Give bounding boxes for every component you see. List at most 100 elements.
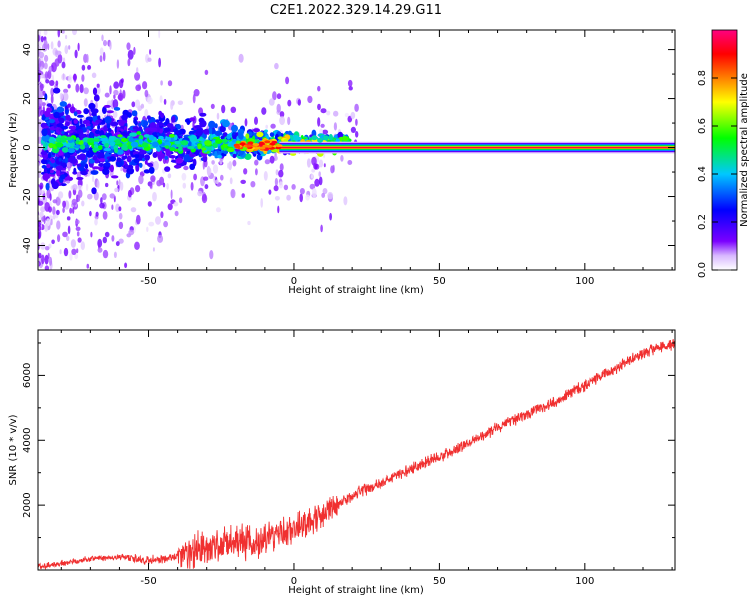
spectrogram-band-blob [220, 135, 225, 140]
spectrogram-core-blob [227, 147, 235, 153]
spectrogram-noise-blob [340, 155, 344, 162]
spectrogram-noise-blob [163, 220, 169, 228]
x-tick-label: 50 [433, 276, 446, 287]
spectrogram-noise-blob [201, 193, 208, 204]
spectrogram-band-blob [56, 169, 61, 177]
spectrogram-noise-blob [193, 89, 200, 97]
x-tick-label: 0 [291, 276, 297, 287]
spectrogram-band-blob [77, 149, 82, 153]
colorbar-tick-label: 0.8 [697, 70, 708, 86]
spectrogram-noise-blob [61, 61, 66, 69]
spectrogram-noise-blob [38, 86, 41, 95]
spectrogram-band-blob [42, 173, 50, 180]
spectrogram-core-blob [138, 134, 144, 141]
spectrogram-core-blob [79, 144, 85, 150]
spectrogram-noise-blob [70, 239, 76, 248]
spectrogram-band-blob [139, 149, 146, 155]
spectrogram-band-blob [46, 107, 52, 113]
spectrogram-noise-blob [299, 193, 304, 203]
spectrogram-band-blob [40, 151, 47, 156]
spectrogram-peak-blob [271, 140, 278, 144]
spectrogram-band-blob [144, 159, 148, 165]
y-tick-label: 6000 [22, 363, 33, 388]
spectrogram-band-blob [103, 125, 108, 132]
spectrogram-noise-blob [254, 159, 259, 166]
spectrogram-noise-blob [130, 207, 137, 213]
spectrogram-peak-blob [239, 142, 246, 146]
spectrogram-noise-blob [140, 103, 145, 109]
spectrogram-noise-blob [86, 263, 90, 269]
spectrogram-band-blob [142, 157, 146, 162]
spectrogram-noise-blob [278, 169, 284, 178]
y-tick-label: 0 [22, 144, 33, 150]
spectrogram-core-blob [156, 146, 161, 152]
spectrogram-noise-blob [48, 65, 53, 73]
colorbar-tick-label: 0.6 [697, 118, 708, 134]
spectrogram-core-blob [121, 146, 128, 151]
spectrogram-band-blob [194, 125, 202, 129]
spectrogram-band-blob [63, 131, 69, 137]
spectrogram-band-blob [143, 169, 151, 174]
spectrogram-noise-blob [83, 98, 88, 107]
spectrogram-band-blob [41, 159, 48, 165]
spectrogram-noise-blob [343, 196, 348, 206]
spectrogram-noise-blob [274, 196, 280, 201]
spectrogram-noise-blob [160, 211, 164, 219]
snr-series-line [38, 338, 675, 570]
spectrogram-noise-blob [147, 96, 153, 105]
spectrogram-noise-blob [283, 184, 289, 191]
spectrogram-core-blob [169, 147, 176, 152]
spectrogram-band-blob [46, 103, 53, 107]
spectrogram-band-blob [116, 157, 122, 163]
spectrogram-noise-blob [131, 101, 136, 108]
spectrogram-band-blob [121, 155, 127, 160]
spectrogram-noise-blob [87, 193, 93, 200]
spectrogram-band-blob [55, 165, 64, 171]
spectrogram-band-blob [84, 144, 90, 149]
spectrogram-core-blob [180, 140, 189, 146]
spectrogram-noise-blob [38, 34, 41, 42]
x-tick-label: 100 [575, 576, 594, 587]
spectrogram-band-blob [91, 187, 97, 195]
spectrogram-noise-blob [144, 109, 149, 118]
snr-panel: -50 0 50 100 2000 4000 6000 Height of straigh… [8, 329, 676, 596]
spectrogram-band-blob [90, 170, 99, 175]
spectrogram-noise-blob [216, 112, 220, 120]
spectrogram-noise-blob [134, 99, 141, 109]
spectrogram-noise-blob [317, 103, 321, 111]
spectrogram-noise-blob [147, 201, 152, 207]
spectrogram-band-blob [41, 128, 48, 137]
colorbar-tick-label: 0.4 [697, 166, 708, 182]
spectrogram-band-blob [57, 150, 64, 156]
x-tick-label: 0 [291, 576, 297, 587]
spectrogram-noise-blob [64, 45, 69, 55]
spectrogram-noise-blob [49, 193, 52, 201]
spectrogram-core-blob [108, 136, 115, 142]
spectrogram-band-blob [147, 162, 154, 168]
spectrogram-noise-blob [71, 198, 78, 206]
spectrogram-band-blob [208, 127, 213, 135]
spectrogram-noise-blob [69, 253, 73, 261]
spectrogram-noise-blob [55, 196, 61, 206]
spectrogram-noise-blob [135, 185, 141, 193]
x-tick-label: -50 [140, 576, 156, 587]
spectrogram-band-blob [221, 119, 230, 128]
spectrogram-band-blob [232, 153, 237, 159]
spectrogram-noise-blob [276, 103, 281, 113]
spectrogram-noise-blob [38, 186, 41, 197]
spectrogram-noise-blob [167, 173, 172, 179]
spectrogram-noise-blob [320, 123, 325, 128]
spectrogram-band-blob [88, 102, 96, 110]
spectrogram-noise-blob [116, 59, 120, 69]
spectrogram-noise-blob [146, 226, 149, 232]
y-tick-label: 4000 [22, 428, 33, 453]
spectrogram-band-blob [78, 133, 86, 139]
spectrogram-band-blob [133, 157, 140, 164]
spectrogram-core-blob [138, 138, 143, 145]
spectrogram-core-blob [48, 137, 55, 144]
spectrogram-band-blob [144, 154, 151, 161]
spectrogram-noise-blob [285, 76, 290, 85]
spectrogram-noise-blob [44, 246, 50, 251]
spectrogram-noise-blob [159, 95, 163, 103]
spectrogram-band-blob [115, 160, 123, 168]
